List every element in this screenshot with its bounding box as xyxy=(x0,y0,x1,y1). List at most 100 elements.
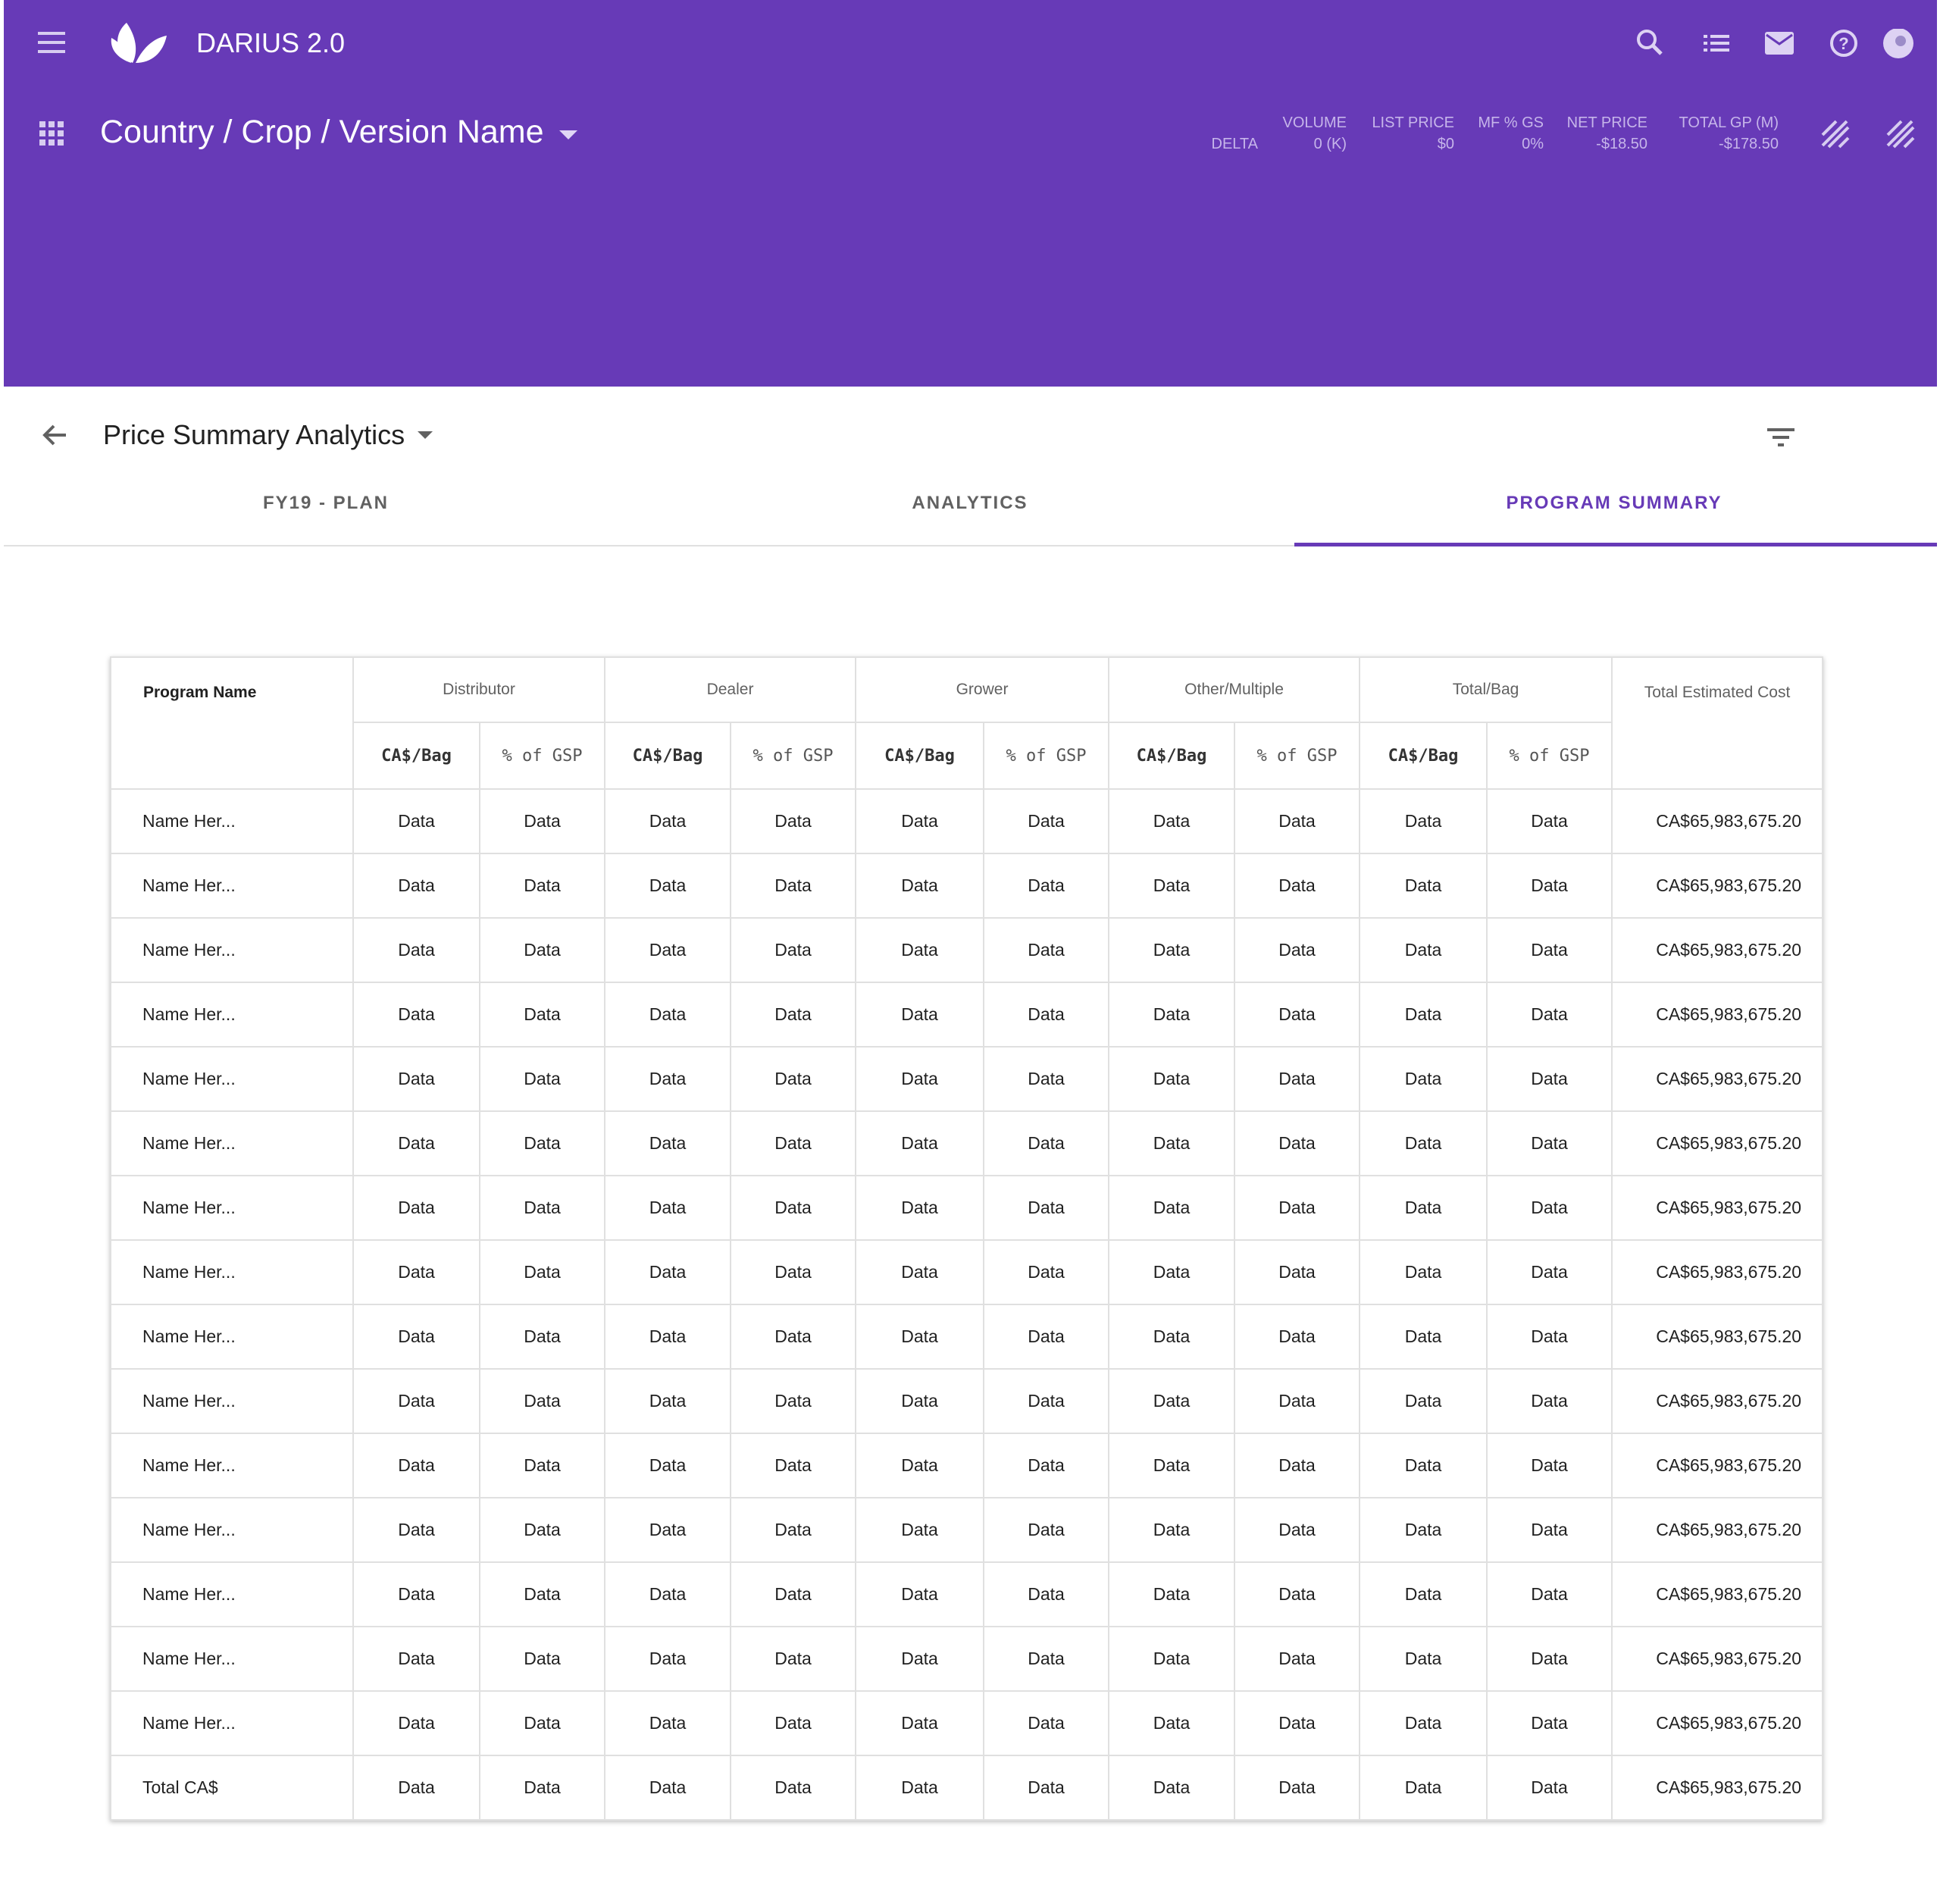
cell: Data xyxy=(478,1110,606,1176)
cell: Data xyxy=(604,853,732,919)
cell: Data xyxy=(1359,1497,1488,1563)
cell: Data xyxy=(1359,917,1488,983)
cell: Data xyxy=(1234,1110,1361,1176)
stat-value: 0 (K) xyxy=(1313,136,1347,152)
cell: Data xyxy=(1359,1626,1488,1692)
stat-value: $0 xyxy=(1437,136,1454,152)
stat-value: -$178.50 xyxy=(1719,136,1779,152)
cell: Data xyxy=(1486,788,1613,854)
row-name: Name Her... xyxy=(110,1110,354,1176)
cell: CA$65,983,675.20 xyxy=(1611,1110,1824,1176)
cell: Data xyxy=(604,1755,732,1821)
toolbar-icons[interactable]: ? xyxy=(1635,29,1923,59)
apps-icon[interactable] xyxy=(39,121,64,146)
cell: Data xyxy=(855,1755,985,1821)
cell: Data xyxy=(1234,1304,1361,1370)
row-name: Name Her... xyxy=(110,1690,354,1756)
pattern-icons[interactable] xyxy=(1821,120,1920,150)
title-dropdown[interactable] xyxy=(418,431,433,440)
cell: CA$65,983,675.20 xyxy=(1611,1304,1824,1370)
subheader: CA$/Bag xyxy=(352,722,480,790)
cell: Data xyxy=(1359,982,1488,1048)
cell: Data xyxy=(478,1433,606,1498)
cell: Data xyxy=(855,853,985,919)
cell: Data xyxy=(730,917,857,983)
cell: Data xyxy=(1108,1175,1236,1241)
cell: Data xyxy=(1234,1433,1361,1498)
cell: Data xyxy=(730,853,857,919)
cell: Data xyxy=(478,1690,606,1756)
cell: Data xyxy=(352,1175,480,1241)
cell: Data xyxy=(478,1561,606,1627)
program-table: Program Name Distributor Dealer Grower Other… xyxy=(110,656,1824,1821)
svg-text:?: ? xyxy=(1838,34,1848,53)
cell: Data xyxy=(1108,1433,1236,1498)
cell: Data xyxy=(1234,917,1361,983)
cell: Data xyxy=(352,1046,480,1112)
cell: CA$65,983,675.20 xyxy=(1611,1433,1824,1498)
dropdown-arrow[interactable] xyxy=(559,130,577,141)
cell: Data xyxy=(730,1433,857,1498)
cell: Data xyxy=(1486,1626,1613,1692)
cell: Data xyxy=(730,1690,857,1756)
subheader: CA$/Bag xyxy=(855,722,985,790)
cell: Data xyxy=(1234,982,1361,1048)
cell: Data xyxy=(1234,1368,1361,1434)
stat-label: LIST PRICE xyxy=(1372,114,1454,131)
cell: Data xyxy=(983,1239,1110,1305)
cell: Data xyxy=(855,1433,985,1498)
group-header: Distributor xyxy=(352,656,606,723)
cell: Data xyxy=(478,982,606,1048)
back-arrow[interactable] xyxy=(42,423,67,447)
cell: Data xyxy=(730,1239,857,1305)
table-row: Name Her... Data Data Data Data Data Data Data D… xyxy=(110,788,1824,854)
table-row: Name Her... Data Data Data Data Data Data Data D… xyxy=(110,917,1824,983)
cell: Data xyxy=(604,1690,732,1756)
row-name: Name Her... xyxy=(110,1304,354,1370)
cell: Data xyxy=(478,1175,606,1241)
cell: Data xyxy=(1108,1368,1236,1434)
cell: Data xyxy=(1486,982,1613,1048)
stat-row-label: DELTA xyxy=(1211,136,1259,152)
cell: Data xyxy=(1234,1046,1361,1112)
cell: Data xyxy=(983,1110,1110,1176)
cell: Data xyxy=(1486,1368,1613,1434)
row-name: Name Her... xyxy=(110,1497,354,1563)
cell: Data xyxy=(604,1304,732,1370)
logo xyxy=(111,23,167,63)
tab[interactable]: ANALYTICS xyxy=(912,493,1028,513)
table-row: Name Her... Data Data Data Data Data Data Data D… xyxy=(110,1110,1824,1176)
tab-divider xyxy=(4,545,1937,546)
cell: Data xyxy=(352,1626,480,1692)
table-row: Name Her... Data Data Data Data Data Data Data D… xyxy=(110,1239,1824,1305)
page-title: Price Summary Analytics xyxy=(103,419,405,450)
cell: Data xyxy=(855,1304,985,1370)
cell: Data xyxy=(855,1110,985,1176)
cell: Data xyxy=(352,1110,480,1176)
breadcrumb[interactable]: Country / Crop / Version Name xyxy=(100,114,544,150)
cell: Data xyxy=(1486,1046,1613,1112)
cell: Data xyxy=(983,788,1110,854)
cell: Data xyxy=(983,1046,1110,1112)
cell: Data xyxy=(730,1497,857,1563)
tab[interactable]: PROGRAM SUMMARY xyxy=(1506,493,1723,513)
cell: Data xyxy=(855,1239,985,1305)
table-row: Name Her... Data Data Data Data Data Data Data D… xyxy=(110,1368,1824,1434)
filter-icon[interactable] xyxy=(1767,428,1794,448)
table-row: Name Her... Data Data Data Data Data Data Data D… xyxy=(110,1497,1824,1563)
cell: Data xyxy=(1108,788,1236,854)
cell: Data xyxy=(1486,853,1613,919)
menu-icon[interactable] xyxy=(38,30,67,55)
cell: Data xyxy=(604,788,732,854)
cell: CA$65,983,675.20 xyxy=(1611,917,1824,983)
cell: Data xyxy=(604,1175,732,1241)
cell: Data xyxy=(855,1690,985,1756)
group-header: Other/Multiple xyxy=(1108,656,1361,723)
cell: Data xyxy=(352,853,480,919)
cell: Data xyxy=(1486,1755,1613,1821)
tab[interactable]: FY19 - PLAN xyxy=(262,493,390,513)
cell: Data xyxy=(604,1239,732,1305)
cell: Data xyxy=(855,1497,985,1563)
cell: CA$65,983,675.20 xyxy=(1611,1497,1824,1563)
subheader: % of GSP xyxy=(730,722,857,790)
